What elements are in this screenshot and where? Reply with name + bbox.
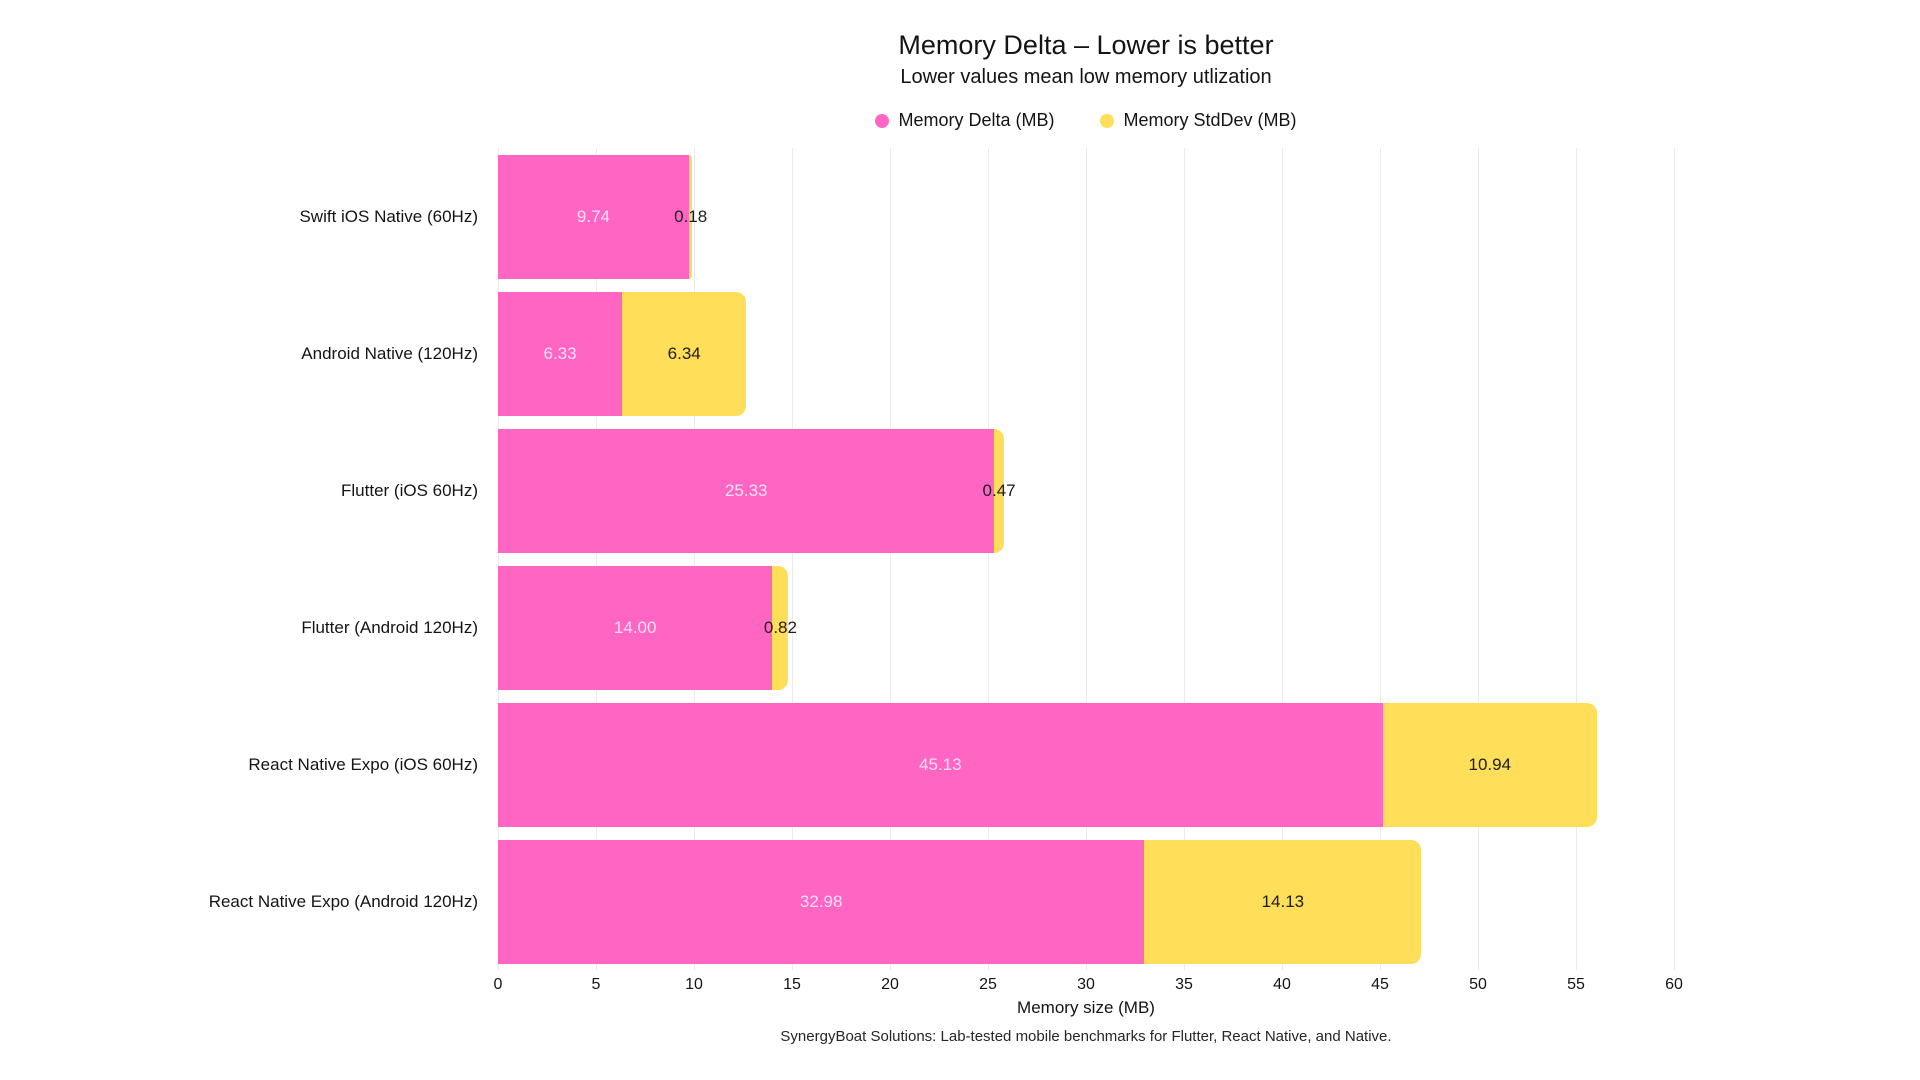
bar-value-label: 14.13	[1261, 891, 1305, 911]
bar-value-label: 9.74	[576, 206, 610, 226]
bar-value-label: 10.94	[1468, 754, 1512, 774]
x-tick-label-50: 50	[1469, 976, 1487, 993]
gridline-x-35	[1184, 148, 1185, 970]
bar-value-label: 0.47	[982, 480, 1016, 500]
gridline-x-55	[1576, 148, 1577, 970]
bar-segment-delta: 9.74	[498, 154, 689, 279]
category-label: Swift iOS Native (60Hz)	[299, 206, 478, 226]
bar-segment-delta: 32.98	[498, 839, 1145, 964]
gridline-x-40	[1282, 148, 1283, 970]
x-tick-label-30: 30	[1077, 976, 1095, 993]
bar-segment-stddev: 6.34	[622, 291, 747, 416]
legend-dot	[875, 113, 890, 128]
category-label: React Native Expo (iOS 60Hz)	[248, 754, 478, 774]
x-tick-label-55: 55	[1567, 976, 1585, 993]
category-label: React Native Expo (Android 120Hz)	[208, 891, 478, 911]
bar-segment-stddev	[994, 428, 1004, 553]
gridline-x-45	[1380, 148, 1381, 970]
category-label: Android Native (120Hz)	[301, 343, 478, 363]
x-tick-label-5: 5	[591, 976, 601, 993]
x-tick-label-40: 40	[1273, 976, 1291, 993]
footer-note: SynergyBoat Solutions: Lab-tested mobile…	[780, 1028, 1392, 1045]
gridline-x-30	[1086, 148, 1087, 970]
bar-segment-delta: 6.33	[498, 291, 623, 416]
bar-value-label: 6.34	[667, 343, 701, 363]
bar-value-label: 6.33	[543, 343, 577, 363]
bar-value-label: 14.00	[613, 617, 657, 637]
chart-title: Memory Delta – Lower is better	[898, 30, 1274, 60]
bar-value-label: 0.18	[674, 206, 708, 226]
bar-value-label: 45.13	[919, 754, 962, 774]
x-tick-label-45: 45	[1371, 976, 1389, 993]
chart-subtitle: Lower values mean low memory utlization	[900, 66, 1272, 88]
x-tick-label-10: 10	[685, 976, 703, 993]
x-tick-label-25: 25	[979, 976, 997, 993]
x-tick-label-0: 0	[493, 976, 503, 993]
gridline-x-50	[1478, 148, 1479, 970]
bar-segment-delta: 25.33	[498, 428, 995, 553]
x-axis-title: Memory size (MB)	[1017, 998, 1155, 1017]
x-tick-label-20: 20	[881, 976, 899, 993]
gridline-x-20	[890, 148, 891, 970]
legend-dot	[1100, 113, 1115, 128]
gridline-x-15	[792, 148, 793, 970]
bar-segment-delta: 45.13	[498, 702, 1383, 827]
gridline-x-0	[498, 148, 499, 970]
gridline-x-60	[1674, 148, 1675, 970]
bar-segment-stddev: 10.94	[1382, 702, 1597, 827]
bar-segment-delta: 14.00	[498, 565, 773, 690]
gridline-x-10	[694, 148, 695, 970]
x-tick-label-35: 35	[1175, 976, 1193, 993]
gridline-x-5	[596, 148, 597, 970]
bar-segment-stddev	[772, 565, 789, 690]
bar-segment-stddev: 14.13	[1144, 839, 1422, 964]
bar-segment-stddev	[688, 154, 693, 279]
legend-item-stddev[interactable]: Memory StdDev (MB)	[1100, 110, 1297, 131]
bar-value-label: 25.33	[724, 480, 768, 500]
chart-legend: Memory Delta (MB) Memory StdDev (MB)	[498, 110, 1674, 131]
x-tick-label-15: 15	[783, 976, 801, 993]
bar-value-label: 0.82	[763, 617, 797, 637]
legend-item-delta[interactable]: Memory Delta (MB)	[875, 110, 1054, 131]
category-label: Flutter (iOS 60Hz)	[341, 480, 478, 500]
legend-label: Memory StdDev (MB)	[1123, 110, 1297, 130]
x-tick-label-60: 60	[1665, 976, 1683, 993]
gridline-x-25	[988, 148, 989, 970]
category-label: Flutter (Android 120Hz)	[301, 617, 478, 637]
legend-label: Memory Delta (MB)	[898, 110, 1055, 130]
bar-value-label: 32.98	[799, 891, 843, 911]
